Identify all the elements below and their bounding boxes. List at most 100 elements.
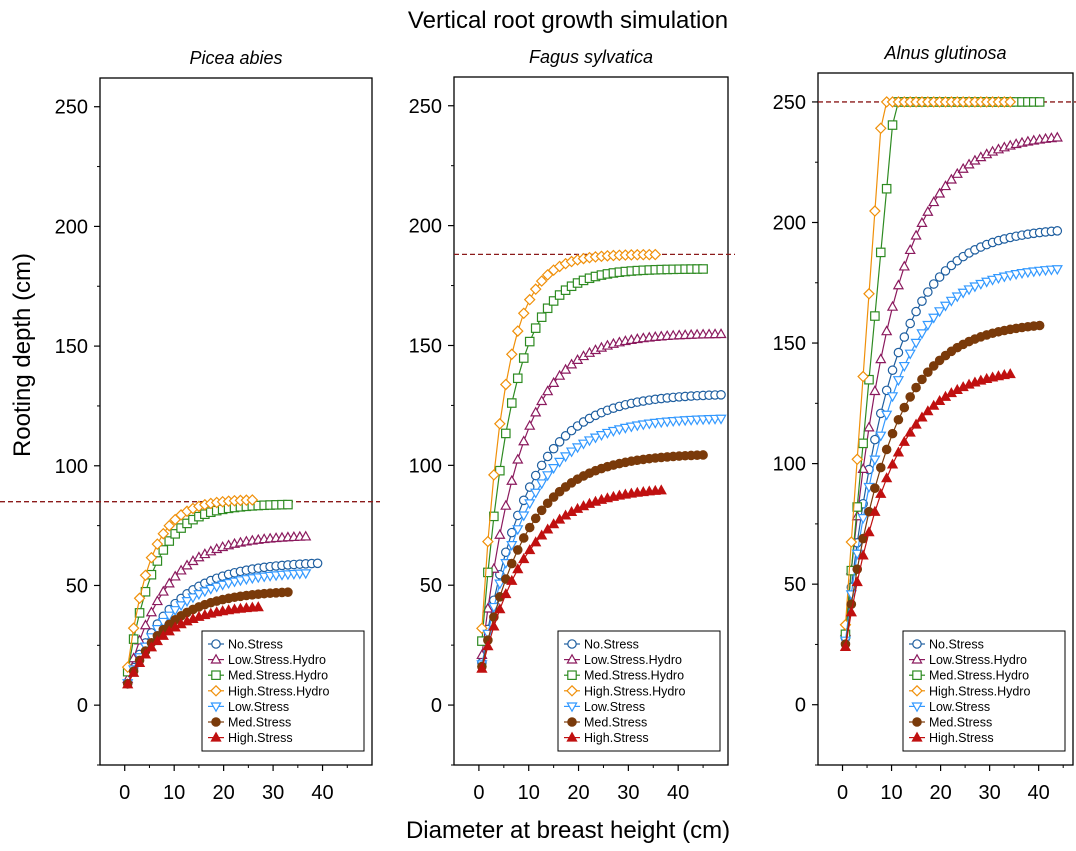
legend-label: High.Stress.Hydro bbox=[228, 684, 329, 698]
y-tick-label: 250 bbox=[55, 97, 88, 119]
y-tick-label: 100 bbox=[55, 456, 88, 478]
plot-frame bbox=[99, 77, 373, 766]
data-point bbox=[548, 296, 559, 306]
data-point bbox=[851, 576, 863, 587]
legend-label: High.Stress bbox=[228, 731, 293, 745]
data-point bbox=[517, 307, 530, 320]
legend-label: Med.Stress bbox=[228, 716, 291, 730]
figure-title: Vertical root growth simulation bbox=[408, 7, 728, 34]
data-point bbox=[530, 488, 542, 499]
data-point bbox=[923, 287, 933, 297]
x-tick-label: 10 bbox=[518, 782, 540, 804]
data-point bbox=[904, 426, 916, 437]
data-point bbox=[530, 406, 542, 417]
legend-box bbox=[201, 630, 365, 752]
data-point bbox=[857, 370, 869, 383]
y-tick-label: 150 bbox=[773, 333, 806, 355]
x-tick-label: 30 bbox=[979, 782, 1001, 804]
legend-marker bbox=[912, 639, 922, 649]
y-tick-label: 100 bbox=[409, 455, 442, 477]
data-point bbox=[898, 435, 910, 446]
data-point bbox=[518, 553, 530, 564]
data-point bbox=[518, 511, 530, 522]
data-point bbox=[869, 505, 881, 516]
legend-label: No.Stress bbox=[929, 638, 984, 652]
data-point bbox=[518, 435, 530, 446]
y-tick-label: 0 bbox=[77, 695, 88, 717]
data-point bbox=[916, 411, 928, 422]
panel-title: Alnus glutinosa bbox=[883, 43, 1006, 63]
legend-label: High.Stress.Hydro bbox=[584, 684, 685, 698]
x-tick-label: 30 bbox=[617, 782, 639, 804]
legend-label: Low.Stress bbox=[584, 700, 645, 714]
data-point bbox=[252, 601, 264, 612]
data-point bbox=[922, 405, 934, 416]
legend-marker bbox=[566, 702, 578, 713]
data-point bbox=[512, 525, 524, 536]
data-point bbox=[892, 376, 905, 387]
data-point bbox=[133, 592, 146, 605]
legend-marker bbox=[911, 702, 923, 713]
data-point bbox=[613, 425, 626, 436]
x-tick-label: 20 bbox=[929, 782, 951, 804]
data-point bbox=[715, 328, 727, 339]
series-no-stress bbox=[840, 226, 1063, 643]
panel-title: Fagus sylvatica bbox=[529, 47, 653, 67]
data-point bbox=[501, 428, 511, 439]
data-point bbox=[158, 545, 169, 555]
data-point bbox=[548, 376, 560, 387]
series-low-stress-hydro bbox=[122, 530, 312, 684]
data-point bbox=[500, 499, 512, 510]
data-point bbox=[904, 349, 916, 360]
data-point bbox=[536, 395, 548, 406]
legend-marker bbox=[210, 702, 222, 713]
data-point bbox=[529, 283, 542, 295]
data-point bbox=[175, 564, 187, 575]
y-tick-label: 50 bbox=[784, 574, 806, 596]
data-point bbox=[157, 585, 169, 596]
data-point bbox=[917, 296, 927, 306]
legend-label: Med.Stress.Hydro bbox=[228, 669, 328, 683]
data-point bbox=[157, 527, 170, 540]
data-point bbox=[571, 443, 584, 454]
series-low-stress-hydro bbox=[476, 328, 727, 660]
panel-1: Picea abies 0 50 100 150 200 250 0 10 20 30 40 No.St… bbox=[0, 48, 380, 804]
data-point bbox=[839, 641, 852, 652]
data-point bbox=[869, 455, 881, 466]
data-point bbox=[910, 229, 922, 240]
data-point bbox=[536, 312, 547, 322]
data-point bbox=[583, 436, 596, 447]
data-point bbox=[870, 311, 880, 321]
legend-marker bbox=[911, 653, 923, 664]
data-point bbox=[512, 453, 524, 464]
data-point bbox=[1004, 271, 1016, 282]
legend-marker bbox=[210, 731, 222, 742]
legend-label: Low.Stress.Hydro bbox=[228, 653, 326, 667]
data-point bbox=[506, 474, 518, 485]
data-point bbox=[559, 363, 572, 374]
data-point bbox=[874, 122, 887, 135]
x-axis-label: Diameter at breast height (cm) bbox=[406, 817, 730, 844]
data-point bbox=[565, 447, 578, 458]
data-point bbox=[940, 266, 951, 276]
plot-frame bbox=[453, 76, 729, 766]
legend-box bbox=[902, 630, 1066, 752]
data-point bbox=[524, 544, 536, 555]
series-low-stress bbox=[476, 414, 727, 671]
data-point bbox=[619, 423, 631, 434]
data-point bbox=[951, 167, 963, 178]
data-point bbox=[715, 414, 727, 425]
panel-title: Picea abies bbox=[189, 48, 282, 68]
data-point bbox=[512, 373, 523, 384]
data-point bbox=[181, 597, 193, 608]
data-point bbox=[524, 499, 536, 510]
data-point bbox=[916, 329, 928, 340]
series-med-stress bbox=[840, 320, 1045, 649]
x-tick-label: 0 bbox=[473, 782, 484, 804]
data-point bbox=[488, 620, 500, 631]
data-point bbox=[851, 453, 864, 466]
data-point bbox=[151, 538, 164, 550]
data-point bbox=[875, 431, 887, 442]
